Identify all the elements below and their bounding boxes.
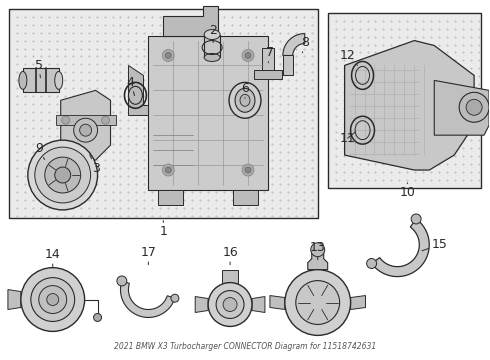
Text: 14: 14 xyxy=(45,248,61,267)
Text: 11: 11 xyxy=(340,132,355,145)
Circle shape xyxy=(216,291,244,319)
Polygon shape xyxy=(233,190,258,205)
Text: 15: 15 xyxy=(422,238,447,251)
Circle shape xyxy=(28,140,98,210)
Polygon shape xyxy=(222,270,238,283)
Text: 7: 7 xyxy=(266,46,274,63)
Text: 12: 12 xyxy=(340,49,358,66)
Circle shape xyxy=(411,214,421,224)
Ellipse shape xyxy=(204,30,220,40)
Circle shape xyxy=(162,164,174,176)
Bar xyxy=(328,13,481,188)
Circle shape xyxy=(47,293,59,306)
Text: 13: 13 xyxy=(310,241,325,260)
Circle shape xyxy=(80,124,92,136)
Text: 9: 9 xyxy=(35,141,45,159)
Circle shape xyxy=(21,268,85,332)
Text: 5: 5 xyxy=(35,59,43,78)
Circle shape xyxy=(296,280,340,324)
Polygon shape xyxy=(371,219,429,276)
Circle shape xyxy=(459,92,489,122)
Text: 2021 BMW X3 Turbocharger CONNECTOR Diagram for 11518742631: 2021 BMW X3 Turbocharger CONNECTOR Diagr… xyxy=(114,342,376,351)
Circle shape xyxy=(242,50,254,62)
Circle shape xyxy=(31,278,74,321)
Circle shape xyxy=(245,167,251,173)
Circle shape xyxy=(35,147,91,203)
Text: 3: 3 xyxy=(90,155,99,175)
Polygon shape xyxy=(204,35,220,58)
Polygon shape xyxy=(121,281,175,318)
Circle shape xyxy=(74,118,98,142)
Circle shape xyxy=(165,53,172,58)
Polygon shape xyxy=(434,80,489,135)
Text: 1: 1 xyxy=(159,221,167,238)
Polygon shape xyxy=(283,55,293,75)
Polygon shape xyxy=(283,33,305,55)
Circle shape xyxy=(94,314,101,321)
Polygon shape xyxy=(270,296,285,310)
Circle shape xyxy=(242,164,254,176)
Circle shape xyxy=(101,116,110,124)
Polygon shape xyxy=(23,68,59,92)
Circle shape xyxy=(117,276,127,286)
Polygon shape xyxy=(163,6,218,36)
Circle shape xyxy=(245,53,251,58)
Circle shape xyxy=(55,167,71,183)
Circle shape xyxy=(162,50,174,62)
Polygon shape xyxy=(350,296,366,310)
Text: 6: 6 xyxy=(241,82,249,98)
Polygon shape xyxy=(254,71,282,80)
Ellipse shape xyxy=(55,71,63,89)
Circle shape xyxy=(311,243,325,257)
Polygon shape xyxy=(158,190,183,205)
Polygon shape xyxy=(344,41,474,170)
Bar xyxy=(9,9,318,218)
Text: 4: 4 xyxy=(126,76,135,96)
Ellipse shape xyxy=(204,54,220,62)
Text: 17: 17 xyxy=(141,246,156,265)
Circle shape xyxy=(466,99,482,115)
Polygon shape xyxy=(61,90,111,160)
Circle shape xyxy=(285,270,350,336)
Text: 10: 10 xyxy=(399,183,416,199)
Ellipse shape xyxy=(19,71,27,89)
Circle shape xyxy=(223,298,237,311)
Text: 2: 2 xyxy=(209,24,217,42)
Ellipse shape xyxy=(229,82,261,118)
Ellipse shape xyxy=(240,94,250,106)
Polygon shape xyxy=(8,289,21,310)
Circle shape xyxy=(62,116,70,124)
Polygon shape xyxy=(128,66,148,115)
Circle shape xyxy=(171,294,179,302)
Circle shape xyxy=(45,157,81,193)
Polygon shape xyxy=(252,297,265,312)
Polygon shape xyxy=(56,115,116,125)
Circle shape xyxy=(367,258,377,269)
Polygon shape xyxy=(308,250,328,270)
Circle shape xyxy=(208,283,252,327)
Ellipse shape xyxy=(235,88,255,112)
Polygon shape xyxy=(148,36,268,190)
Polygon shape xyxy=(262,48,274,77)
Polygon shape xyxy=(195,297,208,312)
Circle shape xyxy=(39,285,67,314)
Circle shape xyxy=(165,167,172,173)
Text: 8: 8 xyxy=(301,36,309,53)
Text: 16: 16 xyxy=(222,246,238,265)
